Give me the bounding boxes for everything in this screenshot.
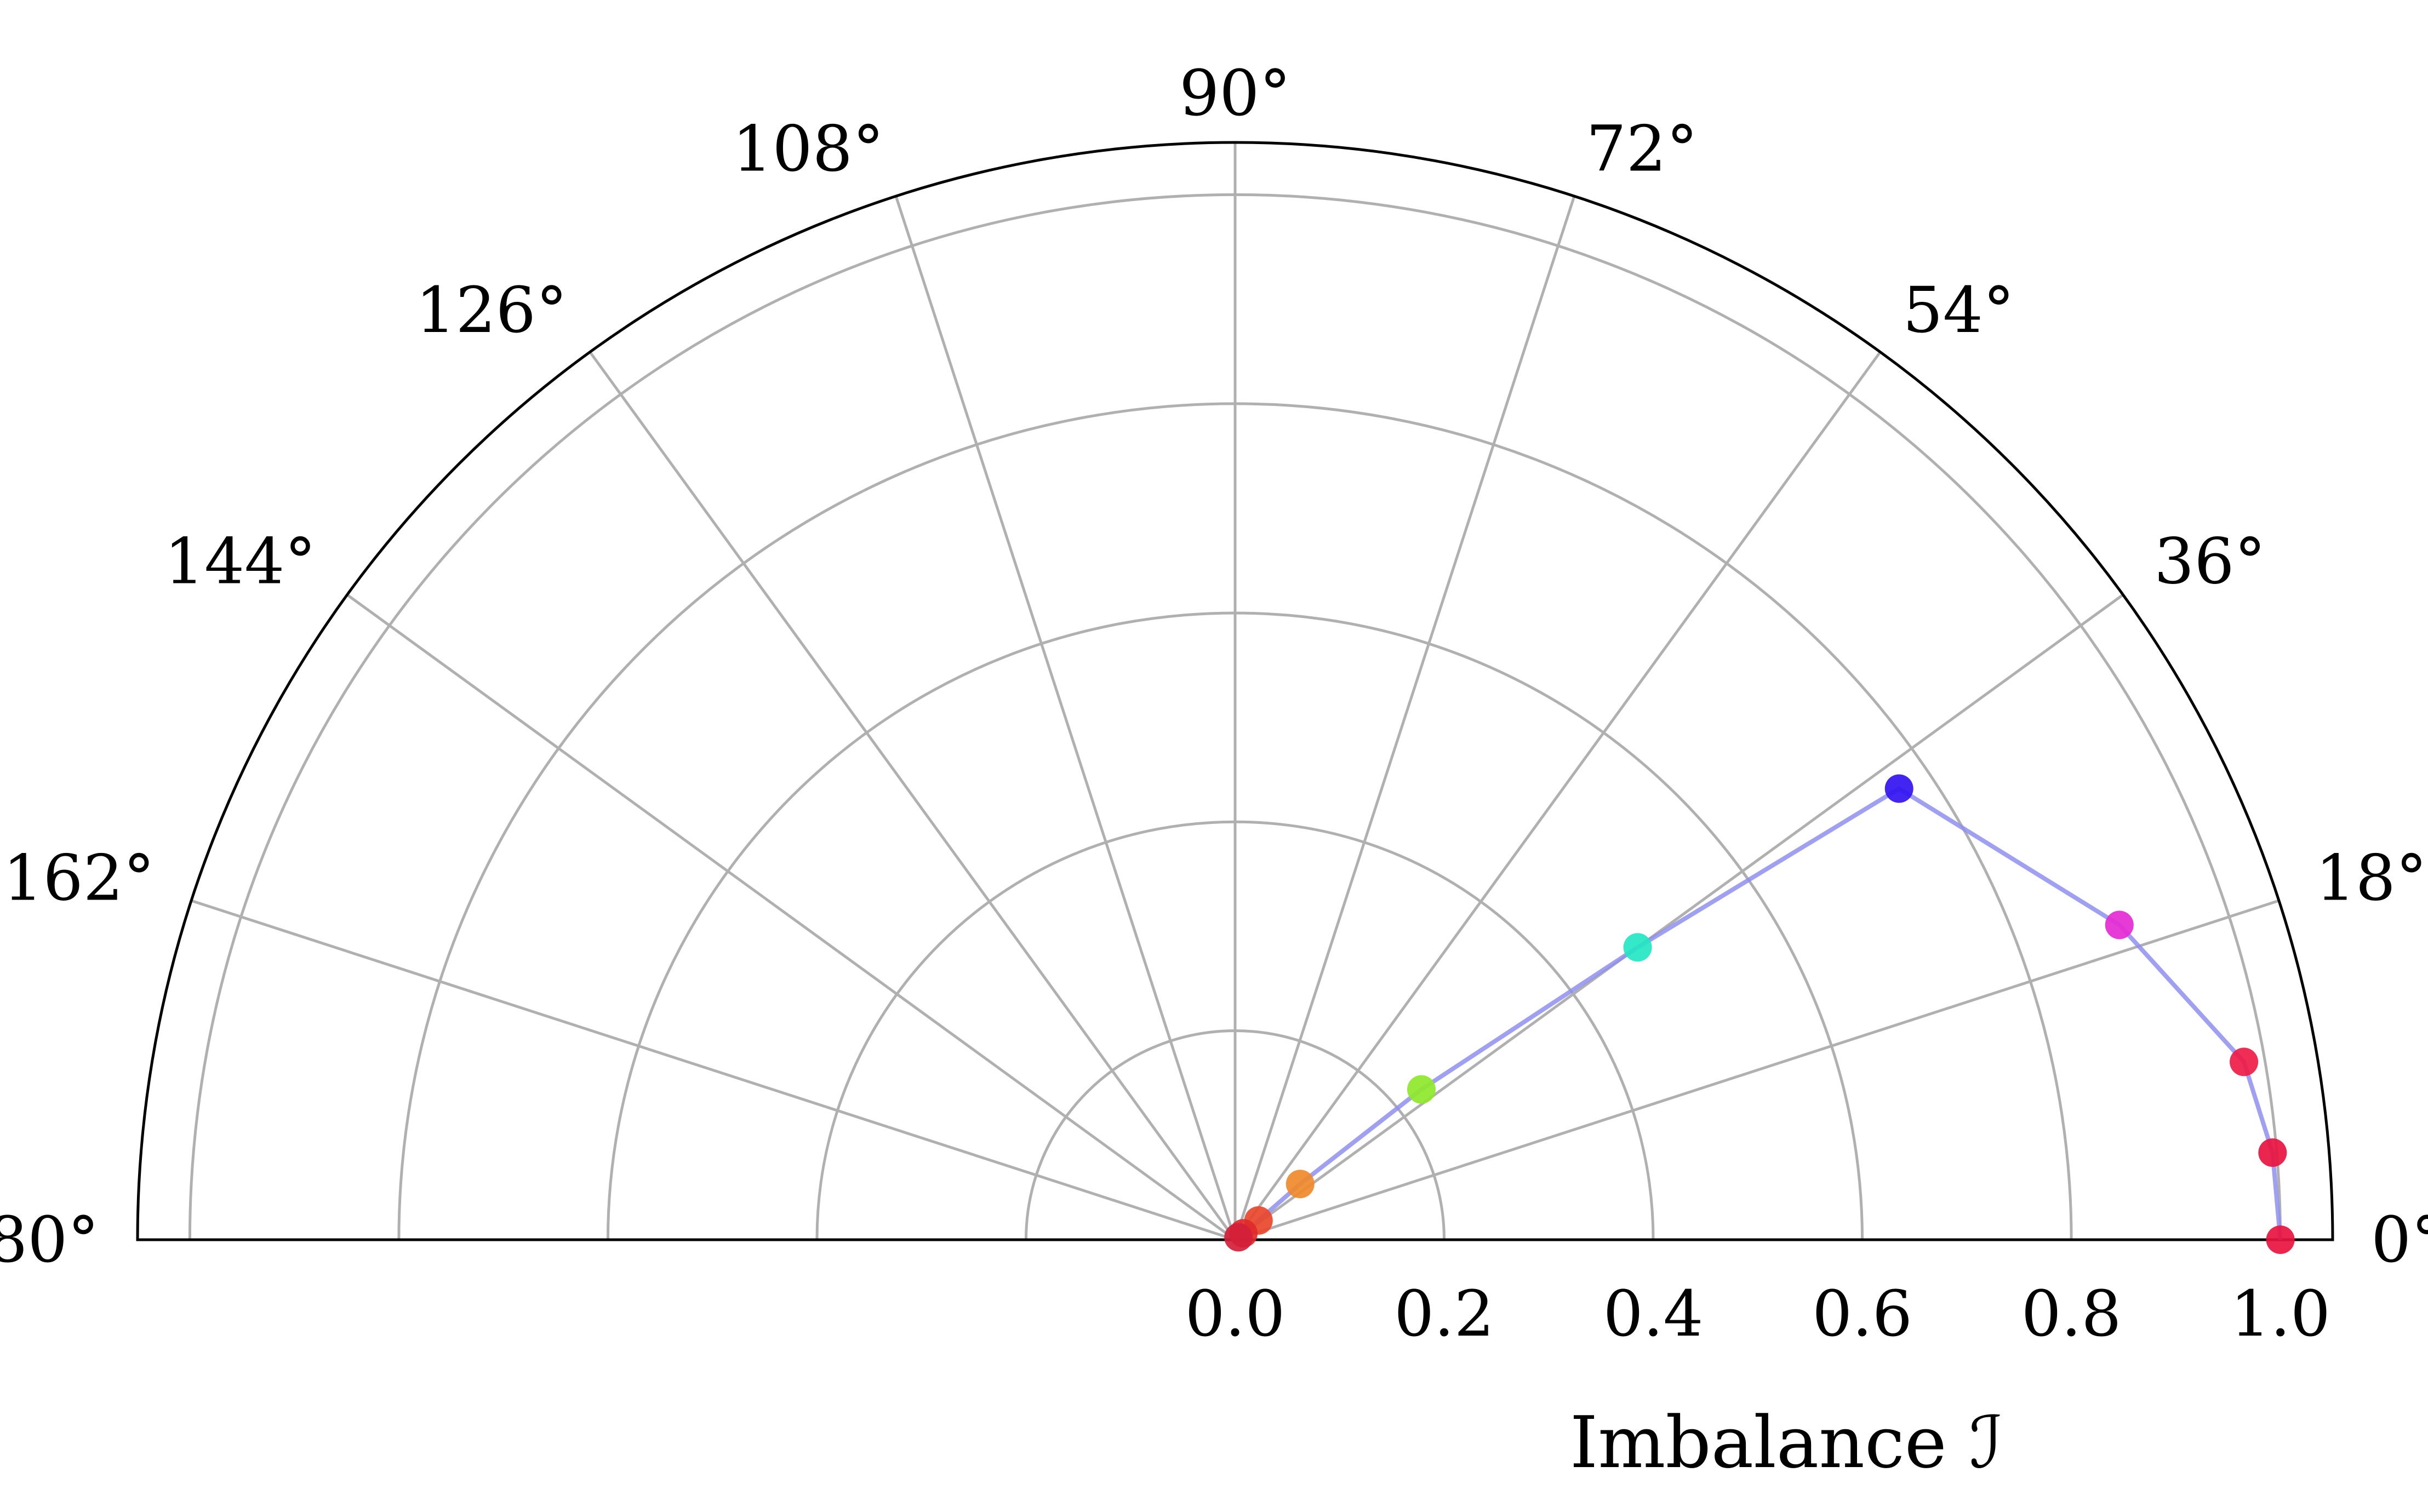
angle-tick-label: 108° [732, 112, 884, 186]
angle-tick-label: 180° [0, 1204, 99, 1277]
angle-gridline [589, 351, 1237, 1241]
angle-tick-label: 144° [164, 525, 316, 598]
tick-labels-layer: 0° 18° 36° 54° 72° 90° 108° 126° 144° 162° 180° 0.0… [0, 57, 2428, 1351]
data-point [2258, 1138, 2287, 1167]
polar-frame [136, 141, 2334, 1241]
data-point [2105, 910, 2134, 940]
angle-gridline [191, 899, 1236, 1241]
data-point [2230, 1047, 2259, 1076]
radius-tick-label: 0.2 [1394, 1278, 1494, 1351]
angle-tick-label: 18° [2316, 841, 2427, 915]
angle-gridline [1233, 351, 1882, 1241]
angle-gridline [894, 196, 1237, 1240]
data-point [1286, 1170, 1315, 1199]
radius-tick-label: 0.8 [2021, 1278, 2122, 1351]
x-axis-title: Imbalance ℐ [1570, 1401, 2003, 1484]
radius-gridline [815, 820, 1655, 1240]
angle-tick-label: 36° [2154, 525, 2266, 598]
angle-tick-label: 90° [1179, 57, 1291, 130]
radius-tick-label: 0.6 [1812, 1278, 1912, 1351]
angle-gridline [346, 593, 1236, 1241]
data-point [1224, 1223, 1253, 1252]
series-line [1237, 786, 2283, 1240]
data-point [1623, 933, 1652, 962]
angle-tick-label: 72° [1586, 112, 1698, 186]
radius-tick-label: 0.0 [1185, 1278, 1286, 1351]
radius-tick-label: 1.0 [2230, 1278, 2330, 1351]
angle-tick-label: 126° [415, 274, 567, 347]
chart-frame [136, 141, 2334, 1241]
angle-tick-label: 54° [1903, 274, 2015, 347]
data-point [1407, 1075, 1436, 1104]
angle-gridline [1233, 196, 1576, 1240]
angle-gridline [1235, 899, 2280, 1241]
angle-tick-label: 0° [2371, 1204, 2428, 1277]
angle-tick-label: 162° [3, 841, 155, 915]
series-line-layer [1237, 786, 2283, 1240]
radius-gridline [606, 611, 1864, 1240]
angle-gridline [1234, 593, 2124, 1241]
radius-tick-label: 0.4 [1603, 1278, 1704, 1351]
data-point [1884, 774, 1913, 803]
data-point [2266, 1225, 2295, 1254]
data-points-layer [1224, 774, 2295, 1254]
